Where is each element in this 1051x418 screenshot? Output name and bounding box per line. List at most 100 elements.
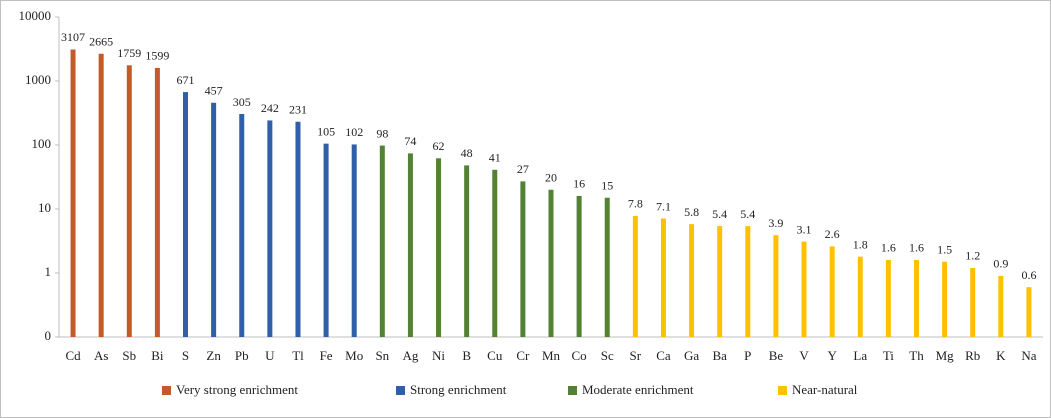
value-label: 7.1 xyxy=(656,199,671,213)
value-label-bg xyxy=(600,179,615,194)
value-label-bg xyxy=(203,84,224,99)
x-tick-label: Mg xyxy=(936,348,955,363)
bar xyxy=(717,226,723,337)
x-tick-label: Th xyxy=(909,348,924,363)
bar xyxy=(323,143,329,337)
value-label: 1.6 xyxy=(909,241,924,255)
value-label-bg xyxy=(1020,269,1038,284)
legend-label: Near-natural xyxy=(792,382,858,397)
y-tick-label: 10 xyxy=(38,200,51,215)
value-label-bg xyxy=(683,206,701,221)
x-tick-label: Ga xyxy=(684,348,699,363)
x-tick-label: V xyxy=(799,348,809,363)
bar xyxy=(154,67,160,337)
value-label: 98 xyxy=(376,126,388,140)
value-label: 102 xyxy=(345,125,363,139)
bar xyxy=(913,259,919,337)
value-label-bg xyxy=(487,151,502,166)
bar xyxy=(239,114,245,337)
value-label-bg xyxy=(654,200,672,215)
value-label: 3107 xyxy=(61,30,85,44)
x-tick-label: K xyxy=(996,348,1006,363)
bar xyxy=(351,144,357,337)
x-tick-label: Co xyxy=(572,348,587,363)
bar xyxy=(407,153,413,337)
bar xyxy=(1026,287,1032,337)
value-label-bg xyxy=(515,163,530,178)
value-label-bg xyxy=(175,74,196,89)
bar xyxy=(211,102,217,337)
x-tick-label: Bi xyxy=(151,348,164,363)
x-tick-label: Fe xyxy=(320,348,333,363)
value-label-bg xyxy=(879,241,897,256)
bar xyxy=(885,259,891,337)
value-label-bg xyxy=(459,147,474,162)
value-label: 1599 xyxy=(145,49,169,63)
x-tick-label: Mo xyxy=(345,348,363,363)
value-label-bg xyxy=(231,96,252,111)
value-label: 2665 xyxy=(89,35,113,49)
value-label: 0.9 xyxy=(993,257,1008,271)
x-tick-label: Cu xyxy=(487,348,503,363)
x-tick-label: Rb xyxy=(965,348,980,363)
x-tick-label: La xyxy=(853,348,867,363)
x-tick-label: Ti xyxy=(883,348,894,363)
x-tick-label: Tl xyxy=(292,348,304,363)
y-tick-label: 1 xyxy=(45,264,52,279)
value-label: 62 xyxy=(433,139,445,153)
value-label-bg xyxy=(544,171,558,186)
value-label-bg xyxy=(851,238,869,253)
x-tick-label: U xyxy=(265,348,275,363)
bar xyxy=(576,195,582,337)
value-label: 74 xyxy=(404,134,416,148)
x-tick-label: Mn xyxy=(542,348,561,363)
value-label: 671 xyxy=(177,73,195,87)
bar xyxy=(548,189,554,337)
x-tick-label: Sb xyxy=(122,348,136,363)
bar xyxy=(98,53,104,338)
y-tick-label: 10000 xyxy=(19,8,52,23)
x-tick-label: B xyxy=(462,348,471,363)
legend-swatch xyxy=(396,386,405,395)
bar xyxy=(998,275,1004,337)
legend-label: Strong enrichment xyxy=(410,382,507,397)
value-label: 1.2 xyxy=(965,249,980,263)
value-label-bg xyxy=(626,197,644,212)
bar xyxy=(970,267,976,337)
legend-swatch xyxy=(568,386,577,395)
x-tick-label: Be xyxy=(769,348,784,363)
legend-label: Very strong enrichment xyxy=(176,382,298,397)
value-label-bg xyxy=(316,125,337,140)
bar xyxy=(464,165,470,337)
bar xyxy=(660,218,666,337)
bar xyxy=(801,241,807,337)
value-label-bg xyxy=(767,217,785,232)
x-tick-label: Cd xyxy=(65,348,81,363)
bar xyxy=(295,121,301,337)
value-label: 3.9 xyxy=(768,216,783,230)
value-label: 16 xyxy=(573,177,585,191)
x-tick-label: S xyxy=(182,348,189,363)
value-label-bg xyxy=(144,49,171,64)
value-label-bg xyxy=(964,249,982,264)
x-tick-label: P xyxy=(744,348,751,363)
x-tick-label: Ni xyxy=(432,348,445,363)
x-tick-label: Ca xyxy=(656,348,671,363)
value-label-bg xyxy=(795,223,813,238)
value-label-bg xyxy=(992,257,1010,272)
bar xyxy=(942,261,948,337)
value-label: 7.8 xyxy=(628,197,643,211)
x-tick-label: Ba xyxy=(712,348,727,363)
value-label-bg xyxy=(907,241,925,256)
value-label: 1759 xyxy=(117,46,141,60)
y-tick-label: 100 xyxy=(32,136,52,151)
value-label-bg xyxy=(287,103,308,118)
legend-swatch xyxy=(162,386,171,395)
value-label: 5.4 xyxy=(740,207,755,221)
bar xyxy=(604,197,610,337)
x-tick-label: Sr xyxy=(630,348,642,363)
y-tick-label: 1000 xyxy=(25,72,51,87)
value-label: 457 xyxy=(205,84,223,98)
x-tick-label: Ag xyxy=(402,348,418,363)
